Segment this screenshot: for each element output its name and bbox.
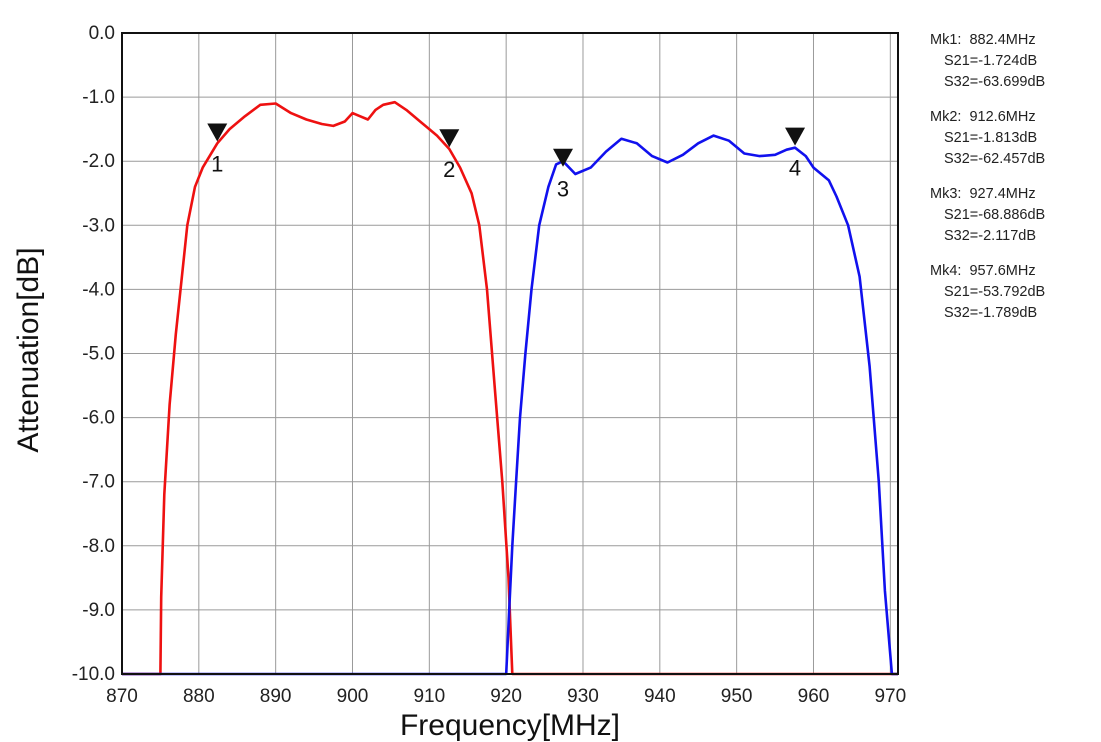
marker-triangle — [785, 127, 806, 146]
y-tick-label: -8.0 — [82, 536, 115, 557]
series-line-2 — [122, 134, 898, 676]
y-axis-title: Attenuation[dB] — [12, 247, 45, 452]
marker-readout-frequency: Mk3: 927.4MHz — [930, 186, 1036, 202]
marker-readout-frequency: Mk1: 882.4MHz — [930, 32, 1036, 48]
marker-triangle — [439, 129, 460, 148]
series-layer — [122, 100, 898, 676]
marker-readout-s21: S21=-1.813dB — [944, 130, 1038, 146]
y-tick-label: -2.0 — [82, 151, 115, 172]
y-tick-label: -4.0 — [82, 279, 115, 300]
x-tick-label: 870 — [106, 686, 138, 707]
x-tick-label: 950 — [721, 686, 753, 707]
y-tick-label: -3.0 — [82, 215, 115, 236]
marker-readout-s32: S32=-2.117dB — [944, 228, 1037, 244]
marker-triangle — [553, 148, 574, 167]
marker-readout-s21: S21=-68.886dB — [944, 207, 1046, 223]
x-tick-label: 930 — [567, 686, 599, 707]
marker-label: 4 — [789, 156, 801, 181]
marker-readout-1: Mk1: 882.4MHz S21=-1.724dB S32=-63.699dB — [930, 30, 1098, 93]
x-tick-label: 890 — [260, 686, 292, 707]
marker-readout-s32: S32=-62.457dB — [944, 151, 1046, 167]
marker-label: 2 — [443, 157, 455, 182]
plot-frame — [121, 32, 899, 675]
x-tick-label: 960 — [798, 686, 830, 707]
y-tick-label: -7.0 — [82, 472, 115, 493]
marker-readout-2: Mk2: 912.6MHz S21=-1.813dB S32=-62.457dB — [930, 107, 1098, 170]
marker-readout-frequency: Mk2: 912.6MHz — [930, 109, 1036, 125]
y-tick-label: -10.0 — [72, 664, 115, 685]
marker-layer: 1 2 3 4 — [207, 123, 806, 202]
marker-readout-s21: S21=-1.724dB — [944, 53, 1038, 69]
x-tick-label: 900 — [337, 686, 369, 707]
marker-readout-s32: S32=-63.699dB — [944, 74, 1046, 90]
marker-label: 1 — [211, 152, 223, 177]
marker-readout-3: Mk3: 927.4MHz S21=-68.886dB S32=-2.117dB — [930, 184, 1098, 247]
x-tick-label: 910 — [413, 686, 445, 707]
x-tick-label: 970 — [874, 686, 906, 707]
y-tick-label: -5.0 — [82, 344, 115, 365]
marker-label: 3 — [557, 177, 569, 202]
x-tick-labels: 870 880 890 900 910 920 930 940 950 960 970 — [106, 686, 906, 707]
x-axis-title: Frequency[MHz] — [400, 709, 620, 742]
marker-readout-frequency: Mk4: 957.6MHz — [930, 263, 1036, 279]
x-tick-label: 880 — [183, 686, 215, 707]
marker-readout-4: Mk4: 957.6MHz S21=-53.792dB S32=-1.789dB — [930, 261, 1098, 324]
y-tick-label: -6.0 — [82, 408, 115, 429]
x-tick-label: 940 — [644, 686, 676, 707]
marker-readout-s32: S32=-1.789dB — [944, 305, 1038, 321]
marker-readout-panel: Mk1: 882.4MHz S21=-1.724dB S32=-63.699dB… — [930, 30, 1098, 338]
marker-triangle — [207, 123, 228, 142]
marker-readout-s21: S21=-53.792dB — [944, 284, 1046, 300]
y-tick-label: -9.0 — [82, 600, 115, 621]
series-line-1 — [122, 100, 898, 676]
y-tick-label: -1.0 — [82, 87, 115, 108]
y-tick-labels: 0.0 -1.0 -2.0 -3.0 -4.0 -5.0 -6.0 -7.0 -8.0 -9.0 -… — [72, 23, 115, 685]
x-tick-label: 920 — [490, 686, 522, 707]
y-tick-label: 0.0 — [89, 23, 115, 44]
